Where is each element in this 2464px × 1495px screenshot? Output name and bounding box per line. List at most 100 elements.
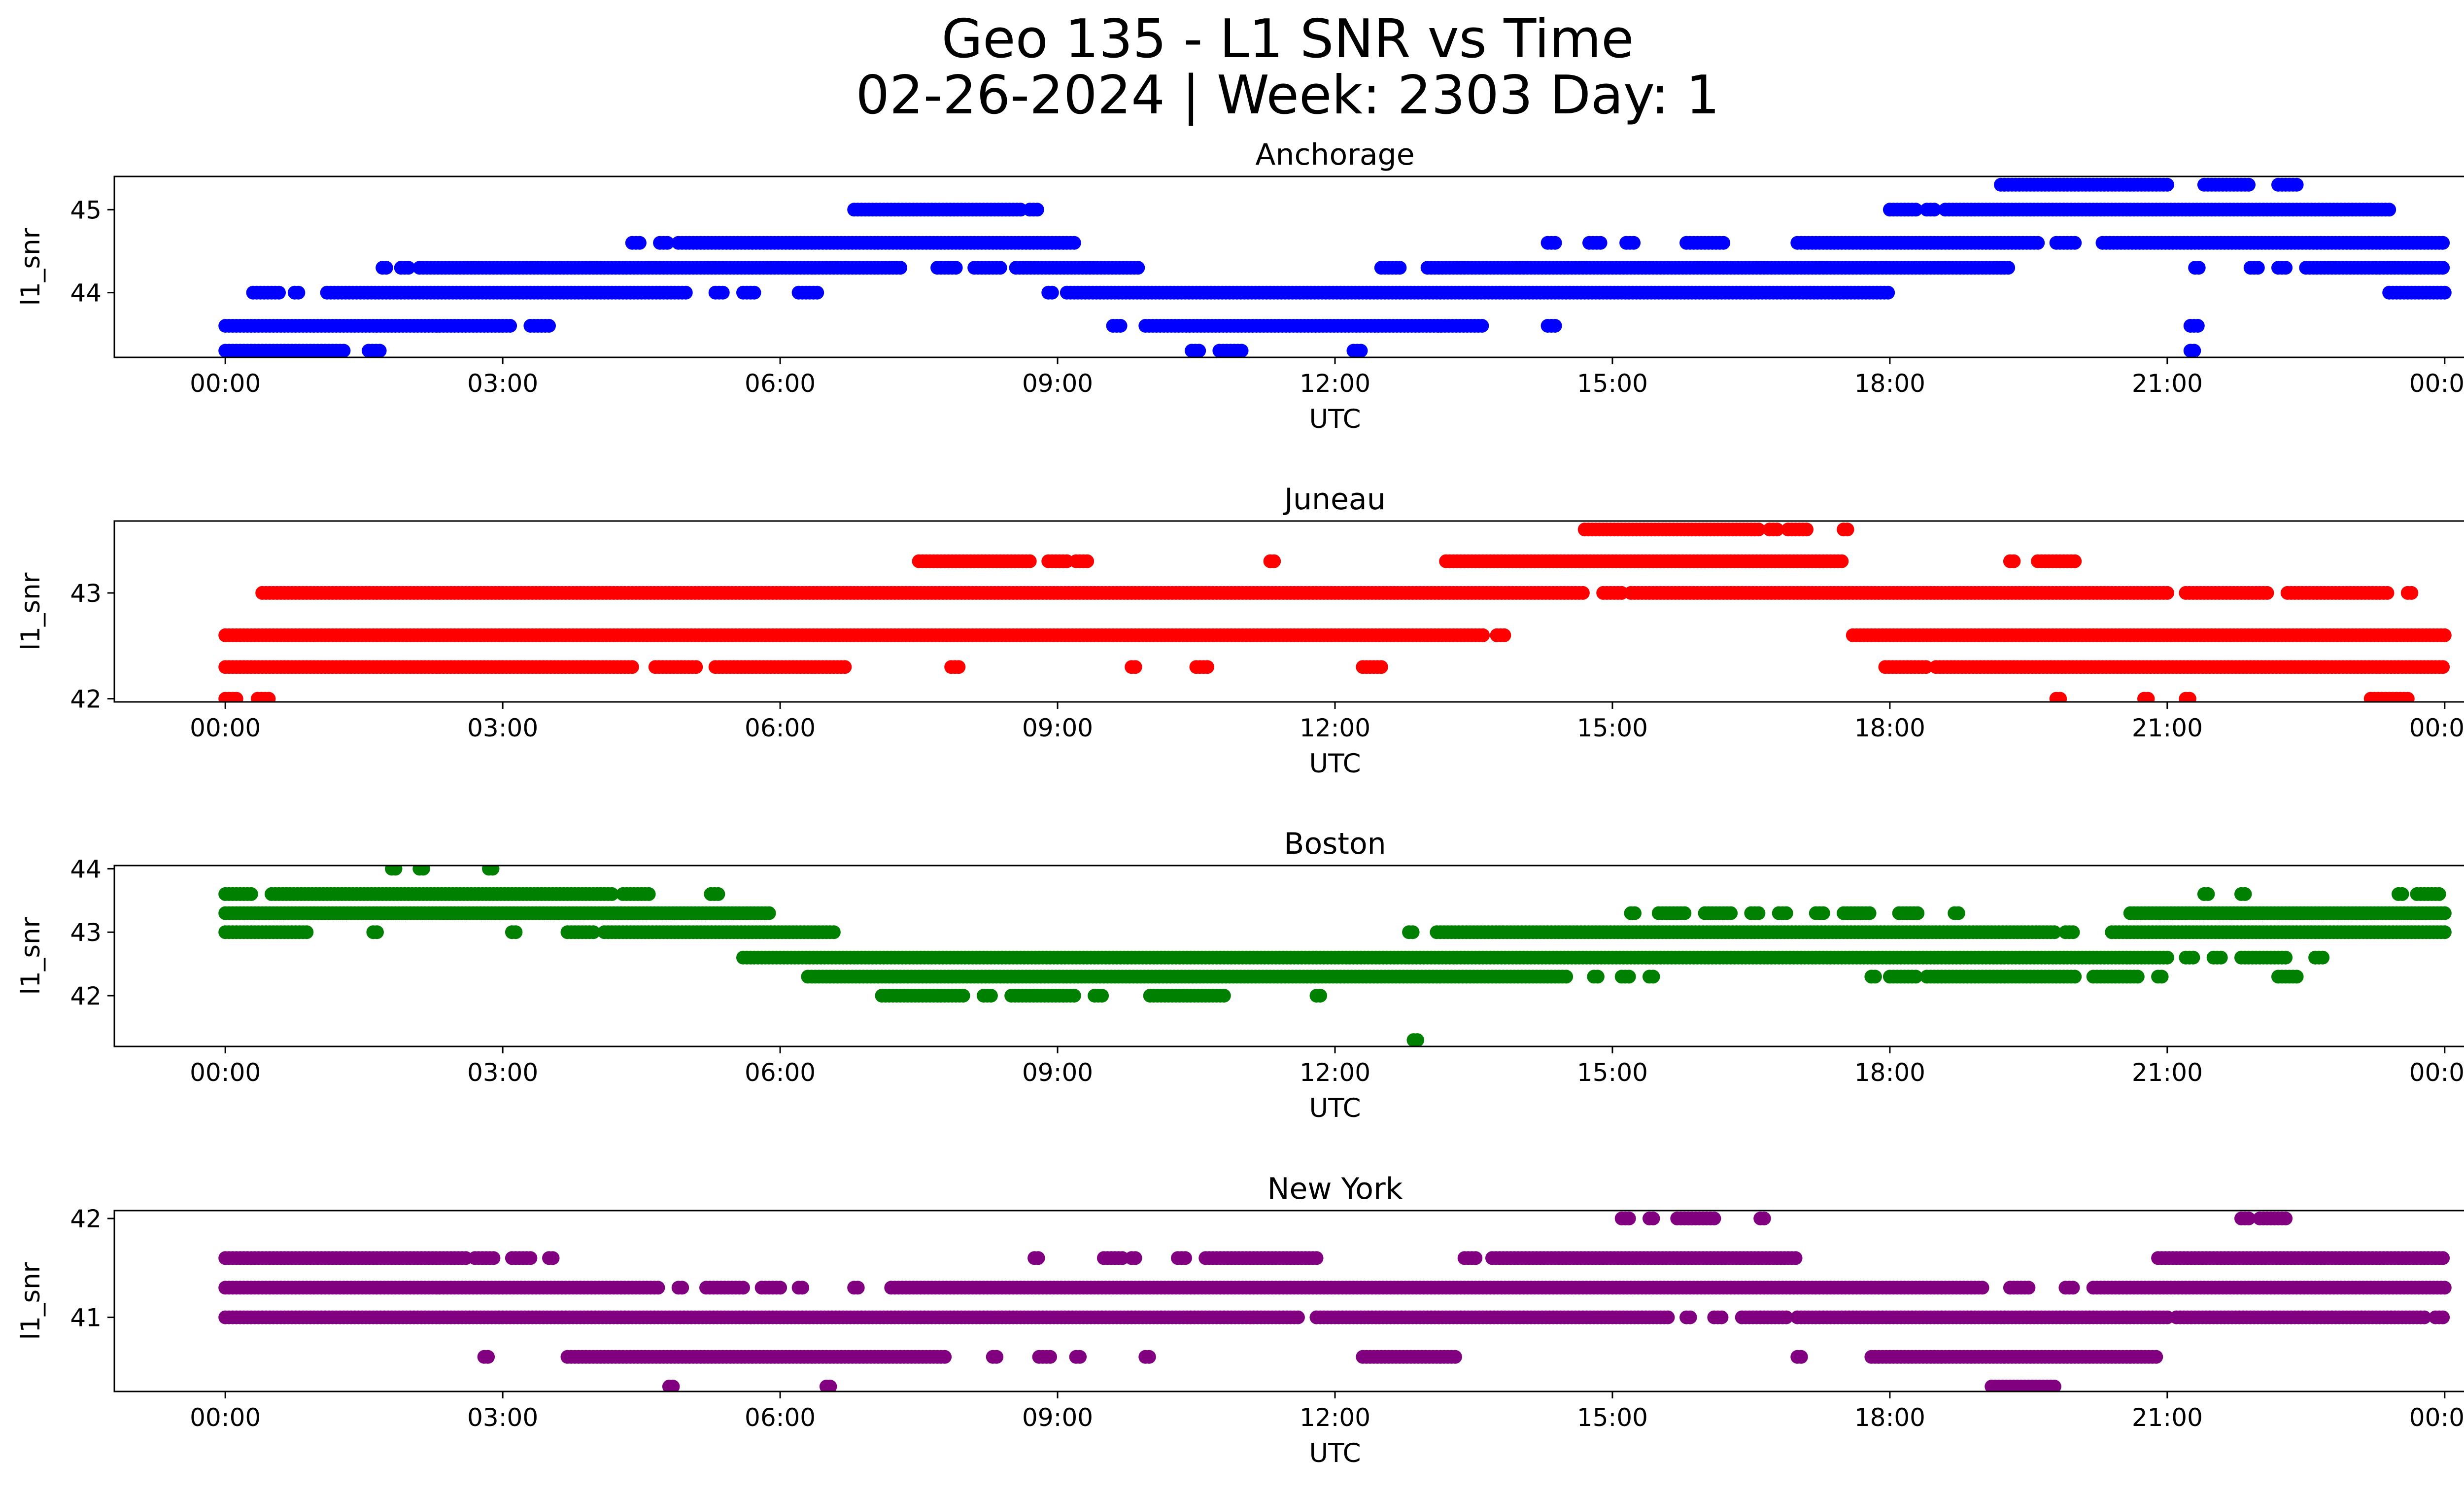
data-point [716, 285, 730, 300]
data-point [2031, 236, 2045, 250]
data-point [1622, 970, 1636, 984]
data-point [2141, 692, 2155, 702]
data-point [2160, 586, 2174, 600]
data-point [952, 660, 966, 674]
subplot-title: Anchorage [1255, 138, 1414, 172]
y-axis-label: l1_snr [16, 228, 46, 306]
x-tick-label: 03:00 [467, 1058, 538, 1087]
data-point [1751, 522, 1766, 537]
data-point [2242, 177, 2256, 192]
data-point [1043, 1350, 1057, 1364]
x-tick-label: 18:00 [1854, 1058, 1925, 1087]
data-point [2155, 970, 2169, 984]
data-point [1234, 344, 1249, 357]
data-point [509, 925, 523, 939]
x-tick-label: 00:00 [2409, 369, 2464, 398]
x-tick-label: 09:00 [1022, 714, 1093, 742]
x-tick-label: 00:00 [190, 369, 261, 398]
data-point [2068, 554, 2082, 568]
y-tick-label: 45 [70, 196, 102, 224]
data-point [229, 692, 243, 702]
data-points [218, 522, 2452, 702]
data-point [2382, 203, 2396, 217]
data-point [2316, 950, 2330, 965]
data-point [2432, 887, 2446, 901]
data-point [1405, 925, 1420, 939]
data-point [747, 285, 761, 300]
x-tick-label: 15:00 [1577, 369, 1648, 398]
data-point [1559, 970, 1574, 984]
x-tick-label: 06:00 [745, 369, 816, 398]
data-point [401, 261, 415, 275]
data-point [1951, 906, 1965, 920]
data-point [679, 285, 693, 300]
data-point [711, 887, 725, 901]
data-point [632, 236, 647, 250]
data-point [2279, 950, 2293, 965]
data-point [2201, 887, 2215, 901]
data-point [300, 925, 314, 939]
x-tick-label: 15:00 [1577, 714, 1648, 742]
data-point [542, 319, 556, 333]
data-point [642, 887, 656, 901]
x-axis-label: UTC [1309, 1093, 1361, 1123]
figure-title: Geo 135 - L1 SNR vs Time [941, 8, 1634, 70]
x-tick-label: 00:00 [190, 714, 261, 742]
data-point [2191, 261, 2206, 275]
y-tick-label: 42 [70, 982, 102, 1010]
data-point [1646, 970, 1660, 984]
data-point [2047, 1380, 2061, 1391]
x-axis-label: UTC [1309, 749, 1361, 779]
data-point [993, 261, 1007, 275]
data-point [2066, 925, 2080, 939]
data-point [2190, 319, 2205, 333]
data-point [2007, 554, 2021, 568]
y-tick-label: 44 [70, 279, 102, 308]
subplot-title: Juneau [1282, 482, 1385, 517]
data-point [2400, 692, 2415, 702]
data-point [2238, 887, 2252, 901]
data-point [373, 344, 387, 357]
data-point [762, 906, 776, 920]
data-point [2279, 261, 2293, 275]
data-point [2404, 586, 2419, 600]
data-point [1476, 628, 1490, 642]
data-point [2436, 660, 2450, 674]
y-axis-label: l1_snr [16, 572, 46, 650]
data-point [1217, 989, 1231, 1003]
data-point [2290, 970, 2304, 984]
data-point [2130, 970, 2145, 984]
data-point [291, 285, 306, 300]
data-point [1142, 1350, 1156, 1364]
x-tick-label: 06:00 [745, 714, 816, 742]
data-point [1267, 554, 1281, 568]
data-point [2160, 177, 2174, 192]
data-point [1909, 203, 1923, 217]
data-point [2380, 586, 2395, 600]
data-point [1073, 1350, 1087, 1364]
x-tick-label: 00:00 [2409, 714, 2464, 742]
y-tick-label: 42 [70, 685, 102, 714]
data-point [1909, 970, 1923, 984]
data-point [956, 989, 970, 1003]
data-point [2182, 692, 2196, 702]
data-point [337, 344, 351, 357]
y-tick-label: 43 [70, 918, 102, 947]
data-point [1794, 1350, 1808, 1364]
data-point [1800, 522, 1814, 537]
x-tick-label: 15:00 [1577, 1058, 1648, 1087]
data-point [990, 1350, 1004, 1364]
data-point [2160, 950, 2174, 965]
data-point [1770, 522, 1784, 537]
data-point [2290, 177, 2304, 192]
data-point [272, 285, 286, 300]
x-tick-label: 18:00 [1854, 714, 1925, 742]
data-point [2437, 285, 2452, 300]
y-tick-label: 44 [70, 855, 102, 883]
subplot-title: Boston [1284, 827, 1386, 861]
data-points [218, 177, 2452, 357]
data-point [1131, 261, 1145, 275]
